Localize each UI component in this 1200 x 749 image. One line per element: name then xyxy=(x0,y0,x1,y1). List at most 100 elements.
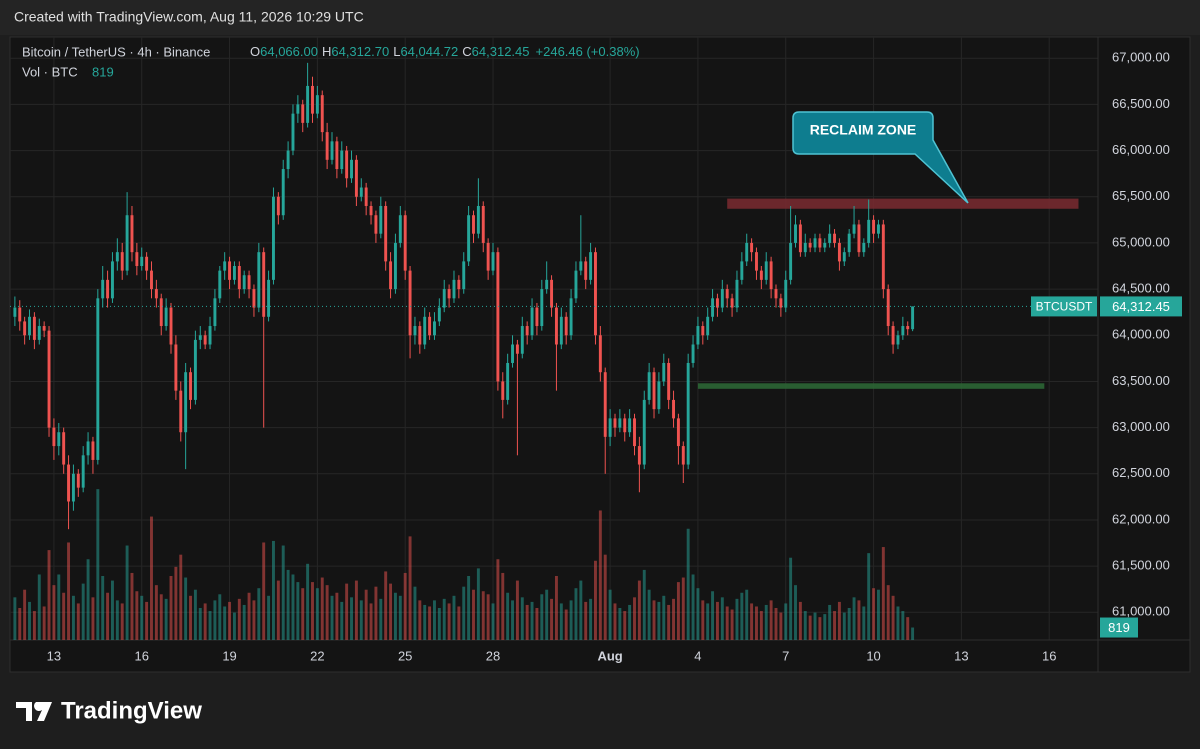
legend-key: L xyxy=(393,44,400,59)
candle-body xyxy=(496,252,500,382)
volume-bar xyxy=(862,606,866,640)
volume-bar xyxy=(213,600,217,640)
candle-body xyxy=(457,279,461,290)
volume-bar xyxy=(267,595,271,640)
candle-body xyxy=(301,104,305,123)
volume-bar xyxy=(779,612,783,640)
volume-bar xyxy=(818,617,822,640)
volume-bar xyxy=(169,576,173,640)
candle-body xyxy=(886,289,890,327)
candle-body xyxy=(106,279,110,299)
volume-bar xyxy=(808,615,812,640)
candle-body xyxy=(545,279,549,290)
logo-mark xyxy=(16,702,52,721)
candle-body xyxy=(720,289,724,308)
candle-body xyxy=(37,326,41,340)
volume-bar xyxy=(325,585,329,640)
volume-bar xyxy=(774,608,778,640)
candle-body xyxy=(252,289,256,308)
volume-bar xyxy=(393,592,397,640)
candle-body xyxy=(198,335,202,340)
volume-bar xyxy=(701,600,705,640)
candle-body xyxy=(794,224,797,243)
volume-bar xyxy=(193,589,197,640)
candle-body xyxy=(28,316,31,336)
candle-body xyxy=(23,321,27,336)
brand: TradingView xyxy=(61,697,202,724)
x-tick-label: 19 xyxy=(222,648,236,663)
candle-body xyxy=(515,344,519,354)
candle-body xyxy=(62,432,66,465)
volume-bar xyxy=(315,588,319,640)
candle-body xyxy=(735,279,739,308)
volume-bar xyxy=(145,601,149,640)
candle-body xyxy=(281,169,285,216)
volume-bar xyxy=(32,611,36,640)
candle-body xyxy=(267,279,271,317)
legend-key: O xyxy=(250,44,260,59)
candle-body xyxy=(769,261,773,290)
volume-bar xyxy=(286,569,290,640)
volume-bar xyxy=(789,557,793,640)
candle-body xyxy=(876,224,880,234)
candle-body xyxy=(345,150,349,179)
candle-body xyxy=(594,252,597,336)
candle-body xyxy=(115,252,119,262)
legend: Bitcoin / TetherUS · 4h · Binance O64,06… xyxy=(22,44,640,79)
volume-bar xyxy=(42,606,46,640)
volume-bar xyxy=(745,589,749,640)
volume-bar xyxy=(311,582,314,640)
volume-bar xyxy=(891,595,895,640)
volume-bar xyxy=(57,574,61,640)
volume-bar xyxy=(462,586,466,640)
volume-bar xyxy=(37,574,41,640)
candle-body xyxy=(681,446,685,465)
volume-bar xyxy=(437,608,441,640)
y-tick-label: 61,500.00 xyxy=(1112,558,1170,573)
volume-bar xyxy=(637,580,641,640)
volume-bar xyxy=(247,592,251,640)
candle-body xyxy=(96,298,100,460)
volume-bar xyxy=(335,592,339,640)
volume-bar xyxy=(540,594,544,640)
volume-bar xyxy=(911,627,915,640)
volume-bar xyxy=(442,598,446,640)
candle-body xyxy=(140,256,144,267)
candle-body xyxy=(813,238,817,248)
candle-body xyxy=(530,307,534,336)
volume-bar xyxy=(198,608,202,640)
candle-body xyxy=(730,298,734,308)
price-label: 64,312.45 xyxy=(1112,299,1170,314)
volume-bar xyxy=(798,601,802,640)
candle-body xyxy=(306,85,310,123)
candle-body xyxy=(47,330,51,428)
candle-body xyxy=(862,242,866,253)
candle-body xyxy=(232,266,236,280)
volume-bar xyxy=(120,603,124,640)
candle-body xyxy=(164,307,168,327)
volume-bar xyxy=(228,601,232,640)
volume-bar xyxy=(706,603,710,640)
candle-body xyxy=(711,298,715,317)
volume-bar xyxy=(106,592,110,640)
x-tick-label: 10 xyxy=(866,648,880,663)
candle-body xyxy=(42,326,46,331)
annotation-callout: RECLAIM ZONE xyxy=(792,111,969,204)
volume-bar xyxy=(525,604,529,640)
volume-bar xyxy=(130,572,134,640)
volume-bar xyxy=(691,574,695,640)
candle-body xyxy=(433,321,436,336)
volume-bar xyxy=(715,601,719,640)
candle-body xyxy=(408,270,412,336)
candle-body xyxy=(452,279,456,299)
volume-bar xyxy=(647,589,651,640)
candle-body xyxy=(506,362,510,400)
volume-bar xyxy=(515,580,519,640)
created-note: Created with TradingView.com, Aug 11, 20… xyxy=(14,9,364,25)
volume-bar xyxy=(598,510,602,640)
candle-body xyxy=(335,141,339,170)
volume-bar xyxy=(535,608,539,640)
volume-bar xyxy=(579,580,583,640)
candle-body xyxy=(120,252,124,271)
legend-change: +246.46 (+0.38%) xyxy=(536,44,640,59)
